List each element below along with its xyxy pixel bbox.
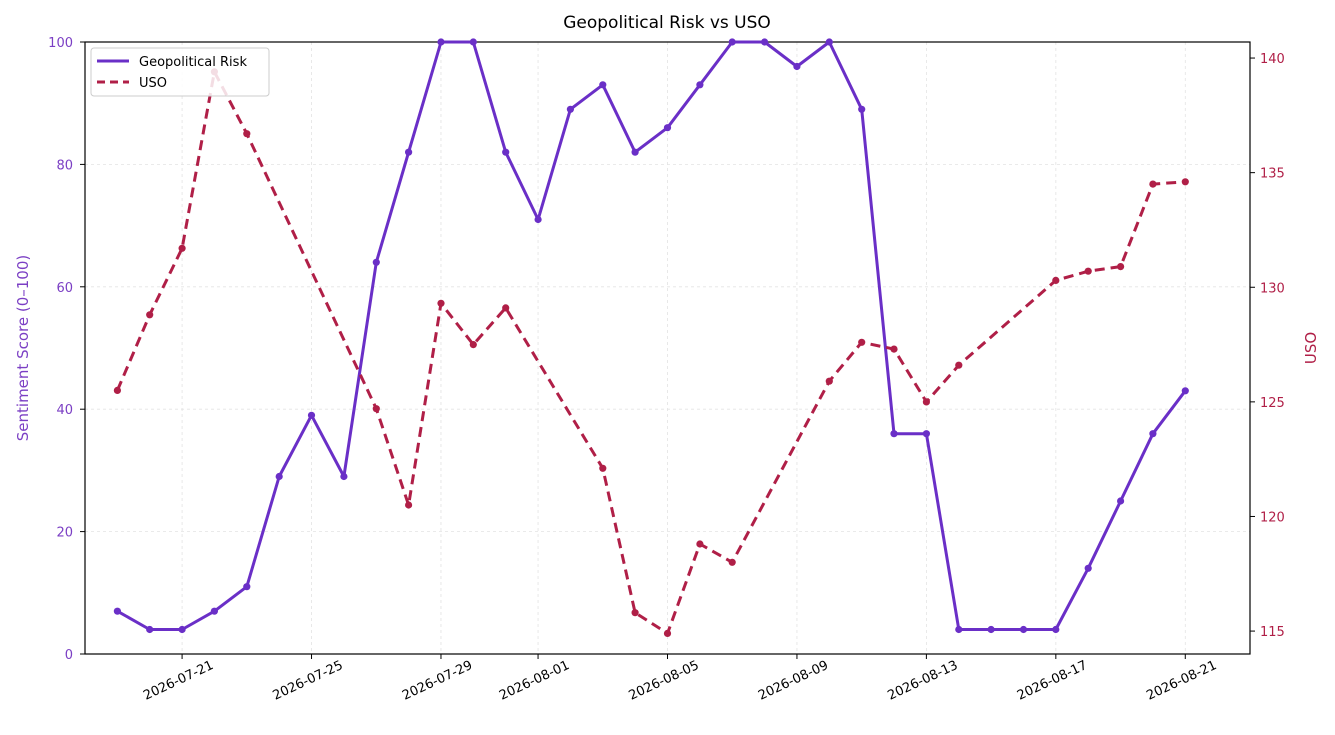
data-point-uso (502, 304, 510, 312)
chart-title: Geopolitical Risk vs USO (563, 13, 771, 33)
data-point-geopolitical-risk (793, 62, 801, 71)
legend-label-geopolitical-risk: Geopolitical Risk (139, 55, 247, 70)
data-point-uso (922, 398, 931, 406)
data-point-geopolitical-risk (1052, 625, 1060, 634)
data-point-geopolitical-risk (825, 38, 833, 46)
data-point-geopolitical-risk (210, 607, 218, 615)
data-point-uso (437, 299, 445, 307)
x-tick-label: 2026-08-21 (1144, 658, 1219, 704)
y-left-tick-label: 40 (56, 403, 73, 418)
data-point-uso (1149, 180, 1157, 188)
data-point-geopolitical-risk (1117, 497, 1125, 505)
x-tick-label: 2026-08-01 (497, 658, 572, 704)
y-axis-right: 115 120 125 130 135 140 (1250, 52, 1285, 640)
data-point-geopolitical-risk (243, 583, 251, 591)
data-point-geopolitical-risk (178, 625, 186, 634)
data-point-geopolitical-risk (146, 625, 154, 634)
data-point-uso (113, 386, 121, 394)
data-point-geopolitical-risk (372, 258, 380, 266)
y-axis-left-label: Sentiment Score (0–100) (14, 255, 32, 441)
data-point-geopolitical-risk (955, 625, 963, 634)
x-tick-label: 2026-08-13 (885, 658, 960, 704)
data-point-geopolitical-risk (405, 148, 413, 156)
data-point-geopolitical-risk (307, 411, 316, 419)
y-left-tick-label: 0 (65, 648, 73, 663)
data-point-uso (890, 345, 898, 353)
data-point-geopolitical-risk (631, 148, 639, 156)
series-layer (113, 38, 1189, 638)
data-point-geopolitical-risk (696, 81, 704, 89)
legend-label-uso: USO (139, 76, 167, 91)
y-axis-left: 0 20 40 60 80 100 (48, 36, 85, 663)
series-line-geopolitical-risk (116, 40, 1187, 631)
data-point-geopolitical-risk (275, 472, 283, 481)
data-point-geopolitical-risk (469, 38, 477, 46)
series-line-uso (116, 70, 1186, 635)
data-point-uso (728, 558, 736, 566)
data-point-uso (825, 377, 833, 385)
x-tick-label: 2026-08-17 (1015, 658, 1090, 704)
data-point-uso (858, 338, 866, 346)
data-point-uso (599, 464, 607, 472)
data-point-uso (178, 244, 186, 252)
y-left-tick-label: 60 (56, 281, 73, 296)
data-point-geopolitical-risk (1181, 387, 1189, 395)
data-point-geopolitical-risk (728, 38, 736, 46)
data-point-geopolitical-risk (1019, 625, 1028, 634)
x-tick-label: 2026-07-29 (400, 658, 475, 704)
data-point-uso (1117, 263, 1125, 271)
data-point-uso (146, 311, 154, 319)
y-right-tick-label: 120 (1260, 510, 1285, 525)
data-point-geopolitical-risk (566, 105, 575, 113)
y-right-tick-label: 135 (1260, 167, 1285, 182)
grid (85, 41, 1250, 655)
data-point-geopolitical-risk (761, 38, 769, 46)
y-left-tick-label: 20 (56, 526, 73, 541)
data-point-uso (243, 130, 251, 138)
y-left-tick-label: 100 (48, 36, 73, 51)
x-axis: 2026-07-21 2026-07-25 2026-07-29 2026-08-01… (141, 654, 1219, 704)
data-point-geopolitical-risk (663, 124, 672, 132)
data-point-geopolitical-risk (437, 38, 445, 46)
data-point-geopolitical-risk (502, 148, 510, 156)
x-tick-label: 2026-07-21 (141, 658, 216, 704)
data-point-uso (1084, 267, 1092, 275)
x-tick-label: 2026-08-09 (756, 658, 831, 704)
y-axis-right-label: USO (1302, 332, 1320, 364)
legend-box (90, 47, 270, 97)
data-point-uso (955, 361, 963, 369)
y-left-tick-label: 80 (56, 158, 73, 173)
data-point-uso (405, 501, 413, 509)
data-point-geopolitical-risk (922, 430, 931, 438)
y-right-tick-label: 115 (1260, 625, 1285, 640)
data-point-uso (663, 629, 672, 638)
data-point-uso (1181, 178, 1189, 186)
data-point-geopolitical-risk (113, 607, 121, 615)
data-point-uso (1052, 276, 1060, 284)
data-point-geopolitical-risk (1084, 564, 1092, 572)
data-point-geopolitical-risk (599, 81, 607, 89)
data-point-uso (469, 341, 477, 349)
y-right-tick-label: 140 (1260, 52, 1285, 67)
x-tick-label: 2026-07-25 (271, 658, 346, 704)
data-point-geopolitical-risk (1149, 430, 1157, 438)
data-point-geopolitical-risk (890, 430, 898, 438)
y-right-tick-label: 125 (1260, 396, 1285, 411)
data-point-uso (631, 609, 639, 617)
data-point-geopolitical-risk (987, 625, 995, 634)
y-right-tick-label: 130 (1260, 281, 1285, 296)
data-point-uso (696, 540, 704, 548)
data-point-uso (372, 405, 380, 413)
x-tick-label: 2026-08-05 (627, 658, 702, 704)
legend: Geopolitical Risk USO (90, 47, 270, 97)
data-point-geopolitical-risk (340, 472, 348, 481)
data-point-geopolitical-risk (534, 215, 542, 224)
data-point-geopolitical-risk (858, 105, 866, 113)
